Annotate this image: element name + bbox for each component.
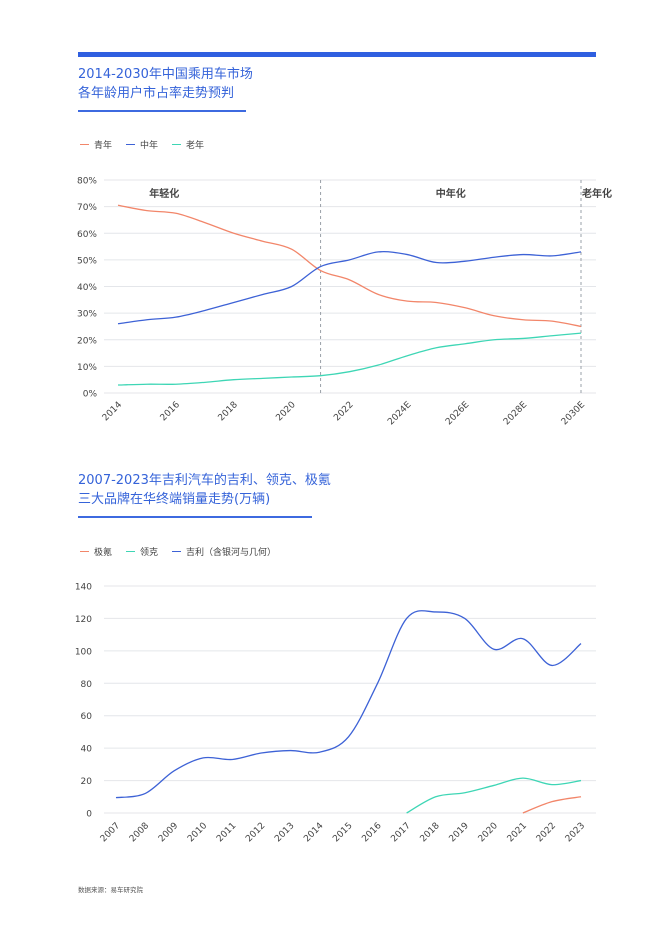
chart2-series-line-领克	[406, 777, 582, 814]
chart1-region-label: 年轻化	[149, 187, 179, 200]
chart1-y-tick-label: 20%	[77, 336, 97, 346]
chart2-series-line-吉利（含银河与几何）	[115, 610, 582, 799]
chart2-title-line1: 2007-2023年吉利汽车的吉利、领克、极氪	[78, 473, 331, 488]
chart2-y-tick-label: 140	[75, 583, 92, 593]
source-note: 数据来源：易车研究院	[78, 886, 143, 894]
chart2-x-tick-label: 2022	[535, 821, 558, 844]
chart2-x-tick-label: 2009	[157, 821, 180, 844]
chart2-x-tick-label: 2016	[360, 821, 383, 844]
chart2-x-tick-label: 2021	[506, 821, 529, 844]
top-accent-bar	[78, 52, 596, 57]
chart1-y-tick-label: 60%	[77, 230, 97, 240]
chart2-x-tick-label: 2012	[244, 821, 267, 844]
chart2-y-tick-label: 20	[81, 777, 93, 787]
chart2-x-tick-label: 2018	[419, 821, 442, 844]
chart2-y-tick-label: 80	[81, 680, 93, 690]
chart2-y-tick-label: 100	[75, 647, 92, 657]
legend-item-senior: 老年	[172, 138, 204, 151]
chart2-y-tick-label: 120	[75, 615, 92, 625]
chart1-y-tick-label: 50%	[77, 256, 97, 266]
chart1-series-line-青年	[117, 204, 582, 328]
chart1-series-line-老年	[117, 332, 582, 386]
chart2-x-tick-label: 2017	[389, 821, 412, 844]
chart2-x-tick-label: 2010	[186, 821, 209, 844]
chart1-y-tick-label: 70%	[77, 203, 97, 213]
chart1-region-label: 中年化	[436, 187, 466, 200]
chart2-x-tick-label: 2015	[331, 821, 354, 844]
chart1-series-line-中年	[117, 251, 582, 325]
legend-item-youth: 青年	[80, 138, 112, 151]
chart2-x-tick-label: 2007	[99, 821, 122, 844]
chart1-region-label: 老年化	[581, 187, 612, 200]
chart1-title: 2014-2030年中国乘用车市场 各年龄用户市占率走势预判	[78, 65, 253, 103]
chart2-x-tick-label: 2023	[564, 821, 587, 844]
chart2-y-tick-label: 0	[86, 810, 92, 820]
chart1-y-tick-label: 10%	[77, 363, 97, 373]
chart1-y-tick-label: 80%	[77, 177, 97, 187]
chart1-y-tick-label: 40%	[77, 283, 97, 293]
chart1-legend: 青年 中年 老年	[80, 138, 204, 151]
chart1-title-line2: 各年龄用户市占率走势预判	[78, 86, 235, 101]
legend-item-geely: 吉利（含银河与几何）	[172, 545, 276, 558]
chart2-x-tick-label: 2020	[477, 821, 500, 844]
chart2-x-tick-label: 2019	[448, 821, 471, 844]
chart2-legend: 极氪 领克 吉利（含银河与几何）	[80, 545, 276, 558]
chart2-series-line-极氪	[522, 796, 582, 814]
legend-item-middle: 中年	[126, 138, 158, 151]
chart1-y-tick-label: 0%	[83, 390, 98, 400]
chart1-title-line1: 2014-2030年中国乘用车市场	[78, 67, 253, 82]
chart2-title-line2: 三大品牌在华终端销量走势(万辆)	[78, 492, 271, 507]
chart1-plot: 0%10%20%30%40%50%60%70%80%2014 2016 2018 20…	[77, 177, 612, 428]
chart2-x-tick-label: 2014	[302, 821, 325, 844]
chart2-x-tick-label: 2008	[128, 821, 151, 844]
chart2-x-tick-label: 2013	[273, 821, 296, 844]
legend-item-zeekr: 极氪	[80, 545, 112, 558]
chart2-title: 2007-2023年吉利汽车的吉利、领克、极氪 三大品牌在华终端销量走势(万辆)	[78, 471, 331, 509]
chart2-y-tick-label: 40	[81, 745, 93, 755]
legend-item-lynkco: 领克	[126, 545, 158, 558]
chart1-y-tick-label: 30%	[77, 310, 97, 320]
chart2-title-underline	[78, 516, 312, 518]
chart2-y-tick-label: 60	[81, 712, 93, 722]
chart2-x-tick-label: 2011	[215, 821, 238, 844]
chart1-title-underline	[78, 110, 246, 112]
